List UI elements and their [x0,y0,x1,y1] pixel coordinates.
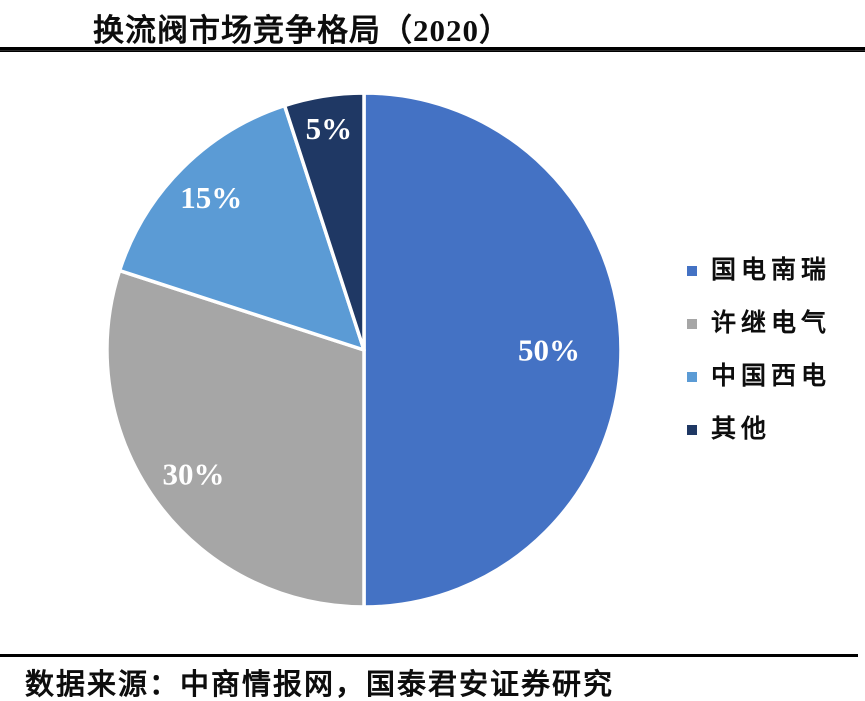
legend-swatch-icon [687,265,697,276]
pie-slice-label-3: 15% [180,180,242,215]
legend-swatch-icon [687,318,697,329]
pie-slice-label-4: 5% [306,111,353,146]
legend-item-label: 其他 [711,416,772,443]
legend-item-1: 国电南瑞 [687,257,831,284]
legend-item-label: 中国西电 [711,363,832,390]
chart-legend: 国电南瑞许继电气中国西电其他 [687,257,831,443]
pie-slice-1 [362,91,623,609]
legend-swatch-icon [687,371,697,382]
legend-item-label: 许继电气 [711,310,832,337]
legend-item-3: 中国西电 [687,363,831,390]
legend-item-2: 许继电气 [687,310,831,337]
legend-item-4: 其他 [687,416,831,443]
pie-slice-label-1: 50% [518,333,580,368]
title-divider-line [0,47,865,52]
legend-item-label: 国电南瑞 [711,257,832,284]
footer-divider-line [0,654,858,657]
legend-swatch-icon [687,424,697,435]
data-source-text: 数据来源：中商情报网，国泰君安证券研究 [25,669,615,701]
pie-slice-2 [105,268,366,609]
page-title: 换流阀市场竞争格局（2020） [93,13,511,48]
pie-slice-label-2: 30% [163,456,225,491]
pie-slice-4 [282,91,366,352]
